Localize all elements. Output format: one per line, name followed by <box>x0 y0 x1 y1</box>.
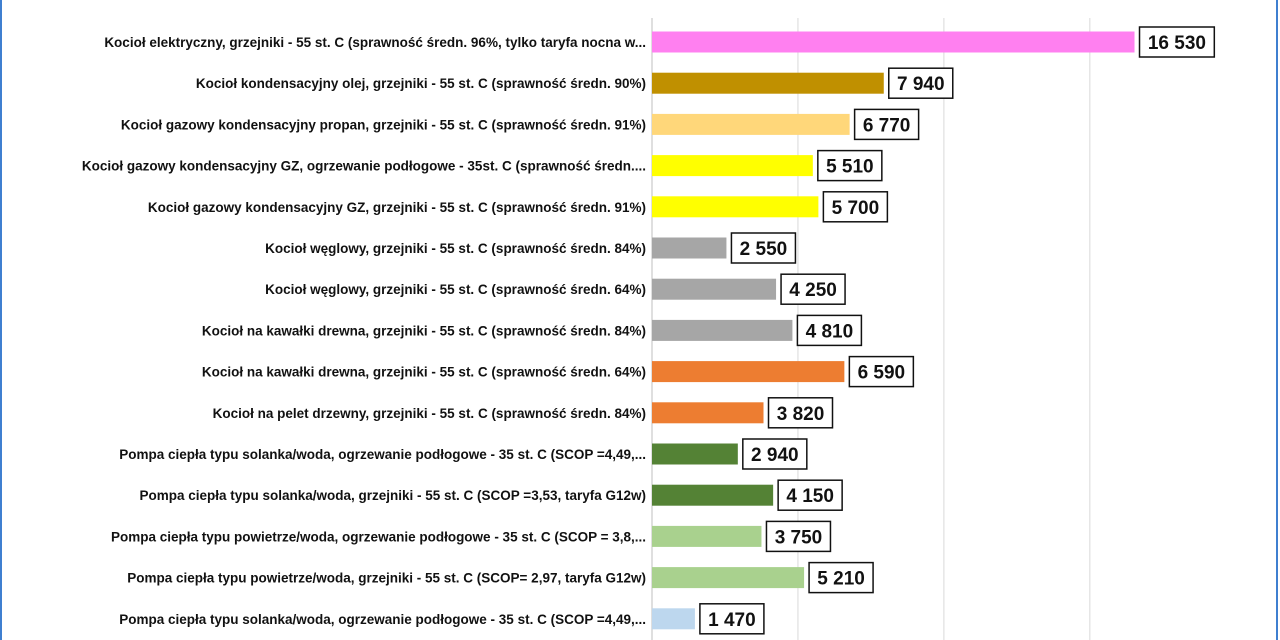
bar <box>652 72 884 94</box>
value-label: 4 810 <box>796 314 863 347</box>
value-label-text: 3 750 <box>775 527 823 548</box>
category-label: Kocioł węglowy, grzejniki - 55 st. C (sp… <box>265 241 646 256</box>
value-label: 5 510 <box>817 149 883 182</box>
bar <box>652 319 793 341</box>
bars <box>652 31 1135 630</box>
bar <box>652 608 695 630</box>
value-label: 2 550 <box>730 232 797 264</box>
value-label: 7 940 <box>888 67 954 99</box>
bar <box>652 31 1135 53</box>
value-label-text: 1 470 <box>708 610 756 631</box>
category-label: Kocioł gazowy kondensacyjny GZ, ogrzewan… <box>82 159 646 174</box>
value-label: 16 530 <box>1138 26 1216 58</box>
value-label-box <box>1138 26 1216 58</box>
value-label: 1 470 <box>699 603 765 635</box>
value-label-text: 2 940 <box>751 445 799 466</box>
category-label: Pompa ciepła typu solanka/woda, ogrzewan… <box>119 612 646 627</box>
value-label-text: 5 510 <box>826 157 874 178</box>
value-label-box <box>777 479 843 511</box>
value-label: 6 590 <box>848 355 915 388</box>
category-labels: Kocioł elektryczny, grzejniki - 55 st. C… <box>82 35 646 627</box>
category-label: Kocioł kondensacyjny olej, grzejniki - 5… <box>196 76 646 91</box>
category-label: Pompa ciepła typu powietrze/woda, ogrzew… <box>111 529 646 544</box>
value-label-box <box>817 149 883 182</box>
category-label: Kocioł na kawałki drewna, grzejniki - 55… <box>202 365 646 380</box>
value-label-box <box>767 397 834 429</box>
value-label: 5 210 <box>808 561 874 594</box>
value-label-box <box>853 108 920 141</box>
value-label-text: 5 700 <box>832 198 880 219</box>
value-label-box <box>780 273 846 305</box>
value-label-box <box>730 232 797 264</box>
value-label-box <box>808 561 874 594</box>
value-label-box <box>796 314 863 347</box>
bar <box>652 525 762 547</box>
value-label-text: 6 590 <box>858 363 906 384</box>
value-label-text: 16 530 <box>1148 33 1206 54</box>
value-label-text: 6 770 <box>863 115 911 136</box>
category-label: Pompa ciepła typu solanka/woda, ogrzewan… <box>119 447 646 462</box>
value-label-text: 5 210 <box>817 569 865 590</box>
category-label: Kocioł gazowy kondensacyjny propan, grze… <box>121 117 646 132</box>
value-label-box <box>742 438 808 470</box>
bar <box>652 443 738 465</box>
value-label-text: 4 810 <box>806 321 854 342</box>
value-label-box <box>888 67 954 99</box>
value-label: 4 250 <box>780 273 846 305</box>
value-label: 4 150 <box>777 479 843 511</box>
bar <box>652 196 819 218</box>
value-label-text: 4 250 <box>789 280 837 301</box>
value-label: 6 770 <box>853 108 920 141</box>
value-label-box <box>765 520 832 553</box>
bar <box>652 113 850 135</box>
value-label-text: 2 550 <box>740 239 788 260</box>
value-label-text: 3 820 <box>777 404 825 425</box>
value-label: 3 820 <box>767 397 834 429</box>
category-label: Pompa ciepła typu solanka/woda, grzejnik… <box>139 488 646 503</box>
value-label: 5 700 <box>822 191 889 223</box>
value-label-box <box>848 355 915 388</box>
value-label-box <box>699 603 765 635</box>
value-label-box <box>822 191 889 223</box>
value-label-text: 7 940 <box>897 74 945 95</box>
category-label: Kocioł na kawałki drewna, grzejniki - 55… <box>202 323 646 338</box>
category-label: Kocioł na pelet drzewny, grzejniki - 55 … <box>213 406 646 421</box>
value-label-text: 4 150 <box>786 486 834 507</box>
bar <box>652 237 727 259</box>
bar <box>652 155 813 177</box>
bar <box>652 361 845 383</box>
category-label: Kocioł elektryczny, grzejniki - 55 st. C… <box>104 35 646 50</box>
value-label: 3 750 <box>765 520 832 553</box>
bar <box>652 278 777 300</box>
bar <box>652 484 774 506</box>
category-label: Kocioł gazowy kondensacyjny GZ, grzejnik… <box>148 200 646 215</box>
category-label: Kocioł węglowy, grzejniki - 55 st. C (sp… <box>265 282 646 297</box>
bar <box>652 402 764 424</box>
category-label: Pompa ciepła typu powietrze/woda, grzejn… <box>127 571 646 586</box>
value-label: 2 940 <box>742 438 808 470</box>
bar <box>652 567 805 589</box>
